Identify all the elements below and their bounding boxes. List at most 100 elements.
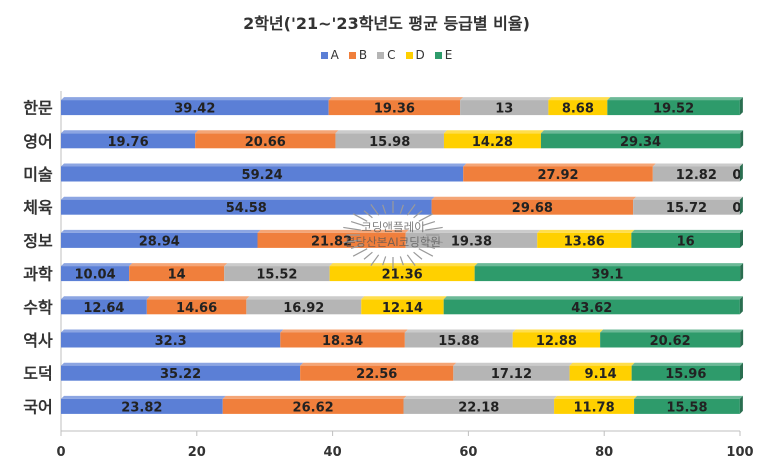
data-label: 19.38 [451,234,492,249]
legend-swatch [348,51,356,59]
data-label: 15.96 [665,367,706,382]
legend-label: A [330,48,339,62]
bar-segment [61,365,301,381]
bar-segment [61,398,223,414]
watermark-ray [363,210,373,219]
bar-top-face [652,163,743,167]
data-label: 15.72 [666,201,707,216]
bar-segment [329,266,475,282]
watermark-ray [406,254,416,266]
bar-segment [61,266,130,282]
data-label: 16 [677,234,695,249]
bar-top-face [633,196,743,200]
watermark-ray [399,256,404,266]
bar-top-face [257,229,409,233]
category-label: 역사 [23,331,53,350]
bar-segment [61,166,464,182]
watermark-ray [370,254,380,266]
watermark-ray [343,226,361,231]
bar-top-face [146,296,250,300]
watermark-line1: 코딩앤플레이 [361,220,425,234]
watermark-ray [418,248,434,257]
bar-top-face [474,263,744,267]
category-label: 과학 [23,265,53,284]
bar-segment [652,166,740,182]
bar-segment [335,133,444,149]
bar-top-face [61,163,467,167]
bar-segment [443,133,541,149]
data-label: 14.66 [176,301,217,316]
data-label: 23.82 [121,400,162,415]
data-label: 43.62 [571,301,612,316]
legend-swatch [377,51,385,59]
legend-label: D [415,48,425,62]
bar-top-face [129,263,228,267]
x-tick-label: 100 [726,445,753,460]
data-label: 8.68 [562,102,594,117]
data-label: 22.18 [458,400,499,415]
data-label: 21.82 [311,234,352,249]
x-tick-label: 60 [459,445,477,460]
bar-segment [328,100,461,116]
bar-top-face [335,130,447,134]
watermark-ray [425,239,443,244]
watermark-ray [413,251,423,260]
watermark-ray [352,248,368,257]
watermark-ray [370,204,380,216]
bar-segment [600,332,741,348]
bar-segment [61,299,147,315]
bar-top-face [404,329,516,333]
data-label: 54.58 [226,201,267,216]
data-label: 0 [732,201,741,216]
bar-segment [61,199,432,215]
watermark-burst-icon [343,201,443,269]
legend-swatch [320,51,328,59]
data-label: 15.88 [438,334,479,349]
bar-segment [129,266,225,282]
bar-top-face [443,296,743,300]
bar-top-face [540,130,744,134]
bar-segment [633,199,740,215]
category-label: 국어 [23,397,52,416]
watermark-ray [422,220,436,227]
bar-top-face [61,97,332,101]
bar-segment [554,398,635,414]
bar-top-face [631,229,743,233]
bar-top-face [453,362,573,366]
data-label: 10.04 [75,268,116,283]
bar-end-face [739,97,743,116]
x-tick-label: 80 [595,445,613,460]
watermark-ray [352,213,368,222]
bar-top-face [61,196,435,200]
data-label: 22.56 [356,367,397,382]
bar-segment [463,166,653,182]
bar-segment [146,299,247,315]
bar-top-face [537,229,635,233]
data-label: 13.86 [564,234,605,249]
bar-segment [61,332,281,348]
bar-top-face [61,229,261,233]
watermark-ray [399,204,404,214]
data-label: 15.58 [666,400,707,415]
bar-end-face [740,329,744,348]
chart-title: 2학년('21~'23학년도 평균 등급별 비율) [243,14,530,33]
data-label: 19.76 [108,135,149,150]
bar-top-face [61,329,284,333]
data-label: 39.1 [591,268,623,283]
bar-end-face [739,196,743,215]
bar-segment [361,299,444,315]
bar-segment [246,299,362,315]
bar-segment [569,365,632,381]
watermark-ray [382,204,387,214]
bar-segment [631,365,740,381]
bar-top-face [460,97,552,101]
legend-label: C [387,48,396,62]
bar-segment [61,232,258,248]
bar-segment [280,332,405,348]
bar-segment [540,133,741,149]
category-label: 도덕 [23,364,52,383]
bar-top-face [61,296,150,300]
data-label: 11.78 [574,400,615,415]
data-label: 29.68 [512,201,553,216]
